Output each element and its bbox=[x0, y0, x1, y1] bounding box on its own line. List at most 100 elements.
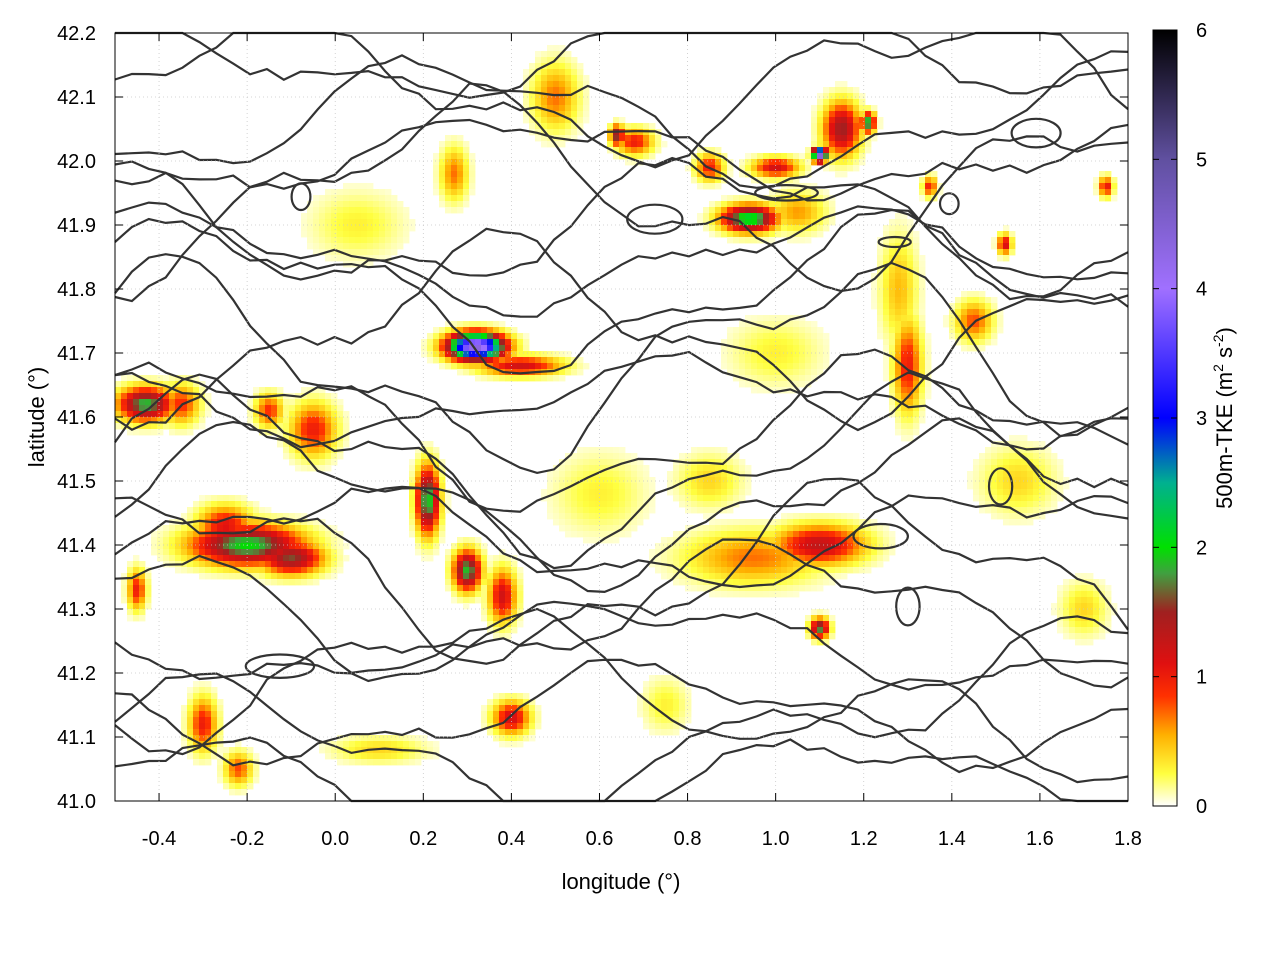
heatmap-cell bbox=[703, 207, 710, 214]
heatmap-cell bbox=[631, 123, 638, 130]
heatmap-cell bbox=[451, 555, 458, 562]
heatmap-cell bbox=[661, 687, 668, 694]
heatmap-cell bbox=[265, 411, 272, 418]
heatmap-cell bbox=[727, 459, 734, 466]
heatmap-cell bbox=[199, 735, 206, 742]
heatmap-cell bbox=[337, 195, 344, 202]
heatmap-cell bbox=[805, 237, 812, 244]
heatmap-cell bbox=[889, 225, 896, 232]
heatmap-cell bbox=[1009, 495, 1016, 502]
heatmap-cell bbox=[1105, 195, 1112, 202]
heatmap-cell bbox=[445, 579, 452, 586]
heatmap-cell bbox=[763, 387, 770, 394]
heatmap-cell bbox=[781, 513, 788, 520]
heatmap-cell bbox=[811, 201, 818, 208]
heatmap-cell bbox=[463, 591, 470, 598]
heatmap-cell bbox=[547, 513, 554, 520]
heatmap-cell bbox=[259, 405, 266, 412]
heatmap-cell bbox=[913, 345, 920, 352]
heatmap-cell bbox=[997, 327, 1004, 334]
heatmap-cell bbox=[217, 711, 224, 718]
heatmap-cell bbox=[421, 507, 428, 514]
heatmap-cell bbox=[643, 123, 650, 130]
heatmap-cell bbox=[157, 375, 164, 382]
heatmap-cell bbox=[853, 561, 860, 568]
heatmap-cell bbox=[775, 231, 782, 238]
heatmap-cell bbox=[697, 585, 704, 592]
heatmap-cell bbox=[133, 399, 140, 406]
heatmap-cell bbox=[763, 585, 770, 592]
heatmap-cell bbox=[661, 537, 668, 544]
heatmap-cell bbox=[859, 567, 866, 574]
heatmap-cell bbox=[523, 93, 530, 100]
heatmap-cell bbox=[277, 567, 284, 574]
heatmap-cell bbox=[925, 345, 932, 352]
heatmap-cell bbox=[907, 225, 914, 232]
y-tick-label: 41.5 bbox=[57, 471, 96, 493]
heatmap-cell bbox=[373, 237, 380, 244]
heatmap-cell bbox=[325, 747, 332, 754]
heatmap-cell bbox=[157, 537, 164, 544]
heatmap-cell bbox=[787, 369, 794, 376]
heatmap-cell bbox=[325, 201, 332, 208]
heatmap-cell bbox=[265, 537, 272, 544]
heatmap-cell bbox=[697, 183, 704, 190]
heatmap-cell bbox=[199, 537, 206, 544]
heatmap-cell bbox=[691, 525, 698, 532]
heatmap-cell bbox=[481, 585, 488, 592]
heatmap-cell bbox=[793, 387, 800, 394]
heatmap-cell bbox=[247, 507, 254, 514]
heatmap-cell bbox=[625, 465, 632, 472]
heatmap-cell bbox=[751, 315, 758, 322]
heatmap-cell bbox=[979, 297, 986, 304]
heatmap-cell bbox=[457, 543, 464, 550]
heatmap-cell bbox=[301, 537, 308, 544]
heatmap-cell bbox=[883, 339, 890, 346]
heatmap-cell bbox=[715, 483, 722, 490]
heatmap-cell bbox=[289, 435, 296, 442]
y-tick-label: 41.9 bbox=[57, 215, 96, 237]
heatmap-cell bbox=[817, 225, 824, 232]
heatmap-cell bbox=[853, 165, 860, 172]
heatmap-cell bbox=[241, 753, 248, 760]
heatmap-cell bbox=[457, 549, 464, 556]
contour-line bbox=[114, 348, 1129, 513]
heatmap-cell bbox=[439, 195, 446, 202]
heatmap-cell bbox=[757, 387, 764, 394]
heatmap-cell bbox=[571, 531, 578, 538]
heatmap-cell bbox=[769, 171, 776, 178]
heatmap-cell bbox=[601, 531, 608, 538]
heatmap-cell bbox=[121, 411, 128, 418]
heatmap-cell bbox=[451, 177, 458, 184]
heatmap-cell bbox=[1063, 483, 1070, 490]
heatmap-cell bbox=[151, 399, 158, 406]
heatmap-cell bbox=[685, 537, 692, 544]
heatmap-cell bbox=[307, 573, 314, 580]
heatmap-cell bbox=[919, 327, 926, 334]
heatmap-cell bbox=[499, 603, 506, 610]
heatmap-cell bbox=[439, 513, 446, 520]
heatmap-cell bbox=[493, 567, 500, 574]
heatmap-cell bbox=[715, 489, 722, 496]
heatmap-cell bbox=[271, 525, 278, 532]
heatmap-cell bbox=[349, 759, 356, 766]
heatmap-cell bbox=[1003, 255, 1010, 262]
heatmap-cell bbox=[337, 453, 344, 460]
heatmap-cell bbox=[553, 123, 560, 130]
heatmap-cell bbox=[145, 387, 152, 394]
heatmap-cell bbox=[289, 429, 296, 436]
heatmap-cell bbox=[697, 537, 704, 544]
heatmap-cell bbox=[583, 519, 590, 526]
heatmap-cell bbox=[775, 387, 782, 394]
heatmap-cell bbox=[157, 387, 164, 394]
heatmap-cell bbox=[499, 573, 506, 580]
heatmap-cell bbox=[307, 519, 314, 526]
heatmap-cell bbox=[661, 729, 668, 736]
heatmap-cell bbox=[679, 555, 686, 562]
heatmap-cell bbox=[751, 363, 758, 370]
heatmap-cell bbox=[661, 705, 668, 712]
heatmap-cell bbox=[775, 339, 782, 346]
heatmap-cell bbox=[775, 531, 782, 538]
heatmap-cell bbox=[715, 225, 722, 232]
heatmap-cell bbox=[457, 561, 464, 568]
